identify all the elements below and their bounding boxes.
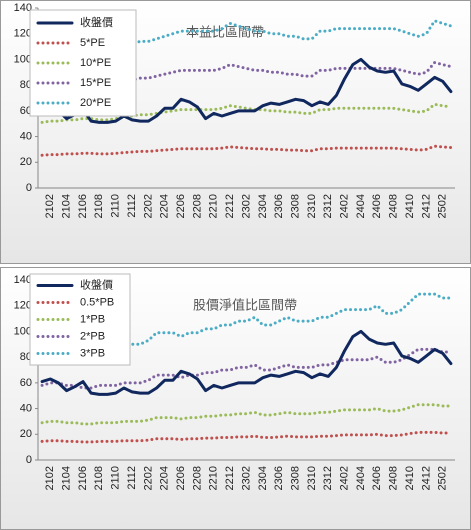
legend-label: 0.5*PB (80, 296, 114, 308)
legend-label: 20*PE (80, 97, 111, 109)
x-tick-label: 2108 (93, 466, 105, 490)
x-tick-label: 2208 (191, 194, 203, 218)
x-tick-label: 2104 (61, 466, 73, 490)
x-tick-label: 2206 (175, 466, 187, 490)
x-tick-label: 2304 (257, 466, 269, 490)
x-tick-label: 2410 (404, 466, 416, 490)
x-tick-label: 2406 (371, 466, 383, 490)
legend-label: 15*PE (80, 77, 111, 89)
x-tick-label: 2206 (175, 194, 187, 218)
legend-box (29, 9, 137, 117)
x-tick-label: 2202 (142, 194, 154, 218)
y-tick-label: 140 (14, 2, 32, 14)
x-tick-label: 2310 (306, 466, 318, 490)
series-line (40, 102, 453, 124)
y-tick-label: 0 (26, 182, 32, 194)
chart-title: 股價淨值比區間帶 (193, 297, 297, 312)
y-tick-label: 20 (20, 428, 32, 440)
x-tick-label: 2210 (208, 466, 220, 490)
y-tick-label: 80 (20, 79, 32, 91)
series-line (40, 329, 453, 396)
series-line (40, 430, 453, 444)
y-tick-label: 20 (20, 156, 32, 168)
legend-label: 收盤價 (80, 277, 113, 291)
x-tick-label: 2106 (77, 466, 89, 490)
x-tick-label: 2412 (420, 194, 432, 218)
x-tick-label: 2110 (110, 194, 122, 218)
x-tick-label: 2502 (437, 194, 449, 218)
x-tick-label: 2212 (224, 194, 236, 218)
x-tick-label: 2104 (61, 194, 73, 218)
x-tick-label: 2112 (126, 466, 138, 490)
x-tick-label: 2102 (44, 194, 56, 218)
legend-label: 10*PE (80, 57, 111, 69)
x-tick-label: 2308 (289, 194, 301, 218)
x-tick-label: 2412 (420, 466, 432, 490)
y-tick-label: 140 (14, 274, 32, 286)
x-tick-label: 2204 (159, 194, 171, 218)
y-tick-label: 60 (20, 105, 32, 117)
x-tick-label: 2408 (388, 466, 400, 490)
x-tick-label: 2404 (355, 466, 367, 490)
x-tick-label: 2312 (322, 194, 334, 218)
y-tick-label: 0 (26, 454, 32, 466)
x-tick-label: 2102 (44, 466, 56, 490)
x-tick-label: 2306 (273, 194, 285, 218)
x-tick-label: 2208 (191, 466, 203, 490)
x-tick-label: 2106 (77, 194, 89, 218)
x-tick-label: 2110 (110, 466, 122, 490)
x-tick-label: 2406 (371, 194, 383, 218)
x-tick-label: 2402 (339, 194, 351, 218)
x-tick-label: 2312 (322, 466, 334, 490)
series-line (40, 144, 453, 157)
series-line (40, 403, 453, 426)
y-tick-label: 40 (20, 130, 32, 142)
legend-label: 1*PB (80, 313, 105, 325)
x-tick-label: 2204 (159, 466, 171, 490)
x-tick-label: 2410 (404, 194, 416, 218)
y-tick-label: 40 (20, 402, 32, 414)
x-tick-label: 2308 (289, 466, 301, 490)
x-tick-label: 2304 (257, 194, 269, 218)
y-tick-label: 120 (14, 300, 32, 312)
series-line (40, 57, 453, 124)
x-tick-label: 2108 (93, 194, 105, 218)
x-tick-label: 2310 (306, 194, 318, 218)
legend-label: 3*PB (80, 347, 105, 359)
x-tick-label: 2212 (224, 466, 236, 490)
x-tick-label: 2202 (142, 466, 154, 490)
x-tick-label: 2210 (208, 194, 220, 218)
series-line (40, 347, 453, 390)
x-tick-label: 2306 (273, 466, 285, 490)
legend-label: 收盤價 (80, 15, 113, 29)
x-tick-label: 2402 (339, 466, 351, 490)
series-line (40, 292, 453, 354)
y-tick-label: 60 (20, 377, 32, 389)
y-tick-label: 100 (14, 325, 32, 337)
legend-label: 2*PB (80, 330, 105, 342)
x-tick-label: 2112 (126, 194, 138, 218)
x-tick-label: 2404 (355, 194, 367, 218)
x-tick-label: 2302 (240, 194, 252, 218)
y-tick-label: 80 (20, 351, 32, 363)
x-tick-label: 2502 (437, 466, 449, 490)
y-tick-label: 100 (14, 53, 32, 65)
legend-label: 5*PE (80, 37, 105, 49)
x-tick-label: 2302 (240, 466, 252, 490)
y-tick-label: 120 (14, 28, 32, 40)
x-tick-label: 2408 (388, 194, 400, 218)
